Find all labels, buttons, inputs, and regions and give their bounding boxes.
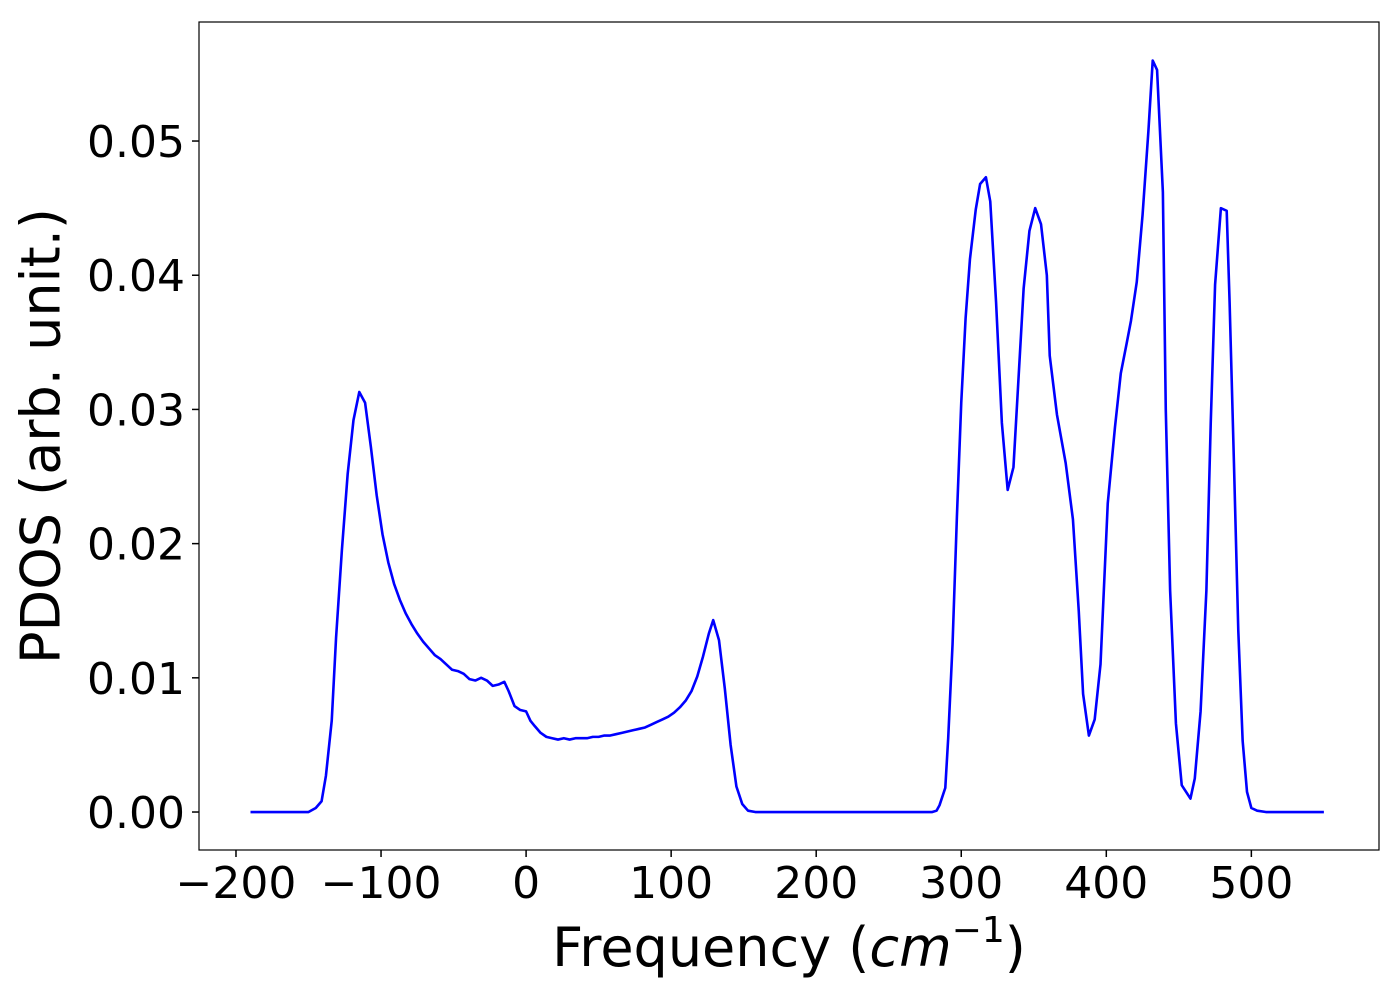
y-tick-label: 0.04 xyxy=(87,251,185,302)
x-tick-label: −100 xyxy=(321,858,442,909)
x-tick-label: 500 xyxy=(1209,858,1293,909)
x-axis-label: Frequency (cm−1) xyxy=(552,910,1026,979)
x-axis-label-part: −1 xyxy=(952,910,1005,951)
y-tick-label: 0.03 xyxy=(87,385,185,436)
y-tick-label: 0.01 xyxy=(87,654,185,705)
x-tick-label: −200 xyxy=(176,858,297,909)
y-tick-label: 0.00 xyxy=(87,788,185,839)
x-tick-label: 400 xyxy=(1064,858,1148,909)
x-tick-label: 100 xyxy=(629,858,713,909)
y-tick-label: 0.05 xyxy=(87,117,185,168)
x-axis-label-part: ) xyxy=(1005,916,1026,979)
x-axis-label-part: cm xyxy=(869,916,951,979)
x-tick-label: 0 xyxy=(512,858,540,909)
y-tick-label: 0.02 xyxy=(87,520,185,571)
data-line xyxy=(250,59,1324,814)
x-tick-label: 300 xyxy=(919,858,1003,909)
plot-frame xyxy=(198,21,1380,851)
y-axis-label: PDOS (arb. unit.) xyxy=(10,208,73,664)
x-tick-label: 200 xyxy=(774,858,858,909)
x-axis-label-part: Frequency ( xyxy=(552,916,869,979)
